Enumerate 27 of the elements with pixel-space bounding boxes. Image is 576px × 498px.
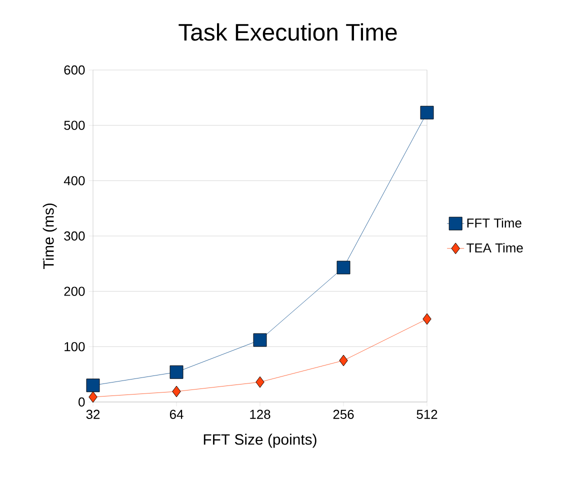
- point: [253, 333, 267, 347]
- y-tick-label: 100: [64, 342, 85, 352]
- x-tick-label: 256: [333, 410, 354, 419]
- x-tick-label: 64: [170, 410, 184, 419]
- x-tick-label: 32: [86, 410, 100, 419]
- point: [172, 386, 181, 398]
- point: [86, 378, 100, 392]
- point: [339, 354, 348, 366]
- point: [256, 376, 264, 388]
- point: [422, 313, 432, 325]
- point: [420, 106, 434, 120]
- legend-label: FFT Time: [467, 218, 522, 228]
- point: [336, 260, 350, 274]
- legend-label: TEA Time: [466, 242, 523, 252]
- y-tick-label: 0: [78, 397, 85, 407]
- x-tick-label: 128: [250, 410, 270, 419]
- y-axis-title: Time (ms): [42, 204, 57, 270]
- y-tick-label: 500: [64, 120, 85, 130]
- point: [88, 391, 98, 403]
- x-axis-title: FFT Size (points): [204, 434, 316, 448]
- y-tick-label: 300: [64, 231, 85, 241]
- point: [170, 365, 184, 379]
- x-tick-label: 512: [416, 410, 438, 419]
- y-tick-label: 600: [64, 65, 85, 75]
- y-tick-label: 400: [64, 176, 85, 186]
- y-tick-label: 200: [64, 286, 85, 296]
- chart-title: Task Execution Time: [178, 23, 397, 41]
